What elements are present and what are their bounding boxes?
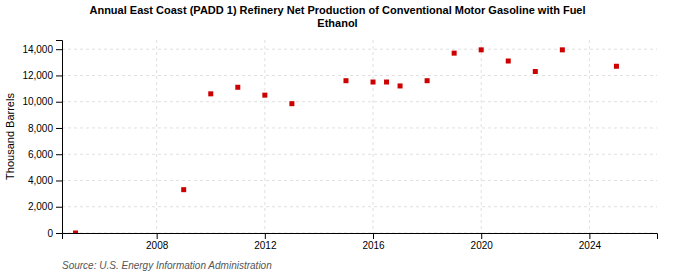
y-tick-label: 4,000: [28, 175, 53, 186]
y-tick-mark: [56, 49, 62, 50]
x-tick-mark: [589, 233, 590, 239]
x-tick: 2012: [254, 233, 277, 251]
x-tick-label: 2012: [254, 240, 277, 251]
y-tick-mark: [56, 128, 62, 129]
y-axis-line: [56, 41, 63, 234]
y-tick-mark: [56, 207, 62, 208]
y-tick-label: 6,000: [28, 149, 53, 160]
y-grid-line: [62, 180, 657, 181]
x-tick: 2016: [362, 233, 385, 251]
y-tick: 4,000: [28, 175, 62, 186]
point: [181, 187, 186, 192]
y-tick-mark: [56, 233, 62, 234]
source: Source: U.S. Energy Information Administ…: [62, 260, 272, 271]
y-tick: 12,000: [22, 70, 62, 81]
y-tick: 6,000: [28, 149, 62, 160]
point: [289, 101, 294, 106]
x-tick: 2008: [146, 233, 169, 251]
x-tick-mark: [265, 233, 266, 239]
x-tick-mark: [373, 233, 374, 239]
x-tick-label: 2024: [579, 240, 602, 251]
point: [533, 69, 538, 74]
point: [343, 78, 348, 83]
y-tick-mark: [56, 75, 62, 76]
plot: 2008 2012 2016 2020 2024 0 2,000 4,000 6,000 8,00…: [22, 40, 657, 251]
y-grid-line: [62, 101, 657, 102]
x-grid-line: [156, 40, 157, 233]
x-tick-mark: [157, 233, 158, 239]
x-tick: 2024: [579, 233, 602, 251]
y-grid-line: [62, 127, 657, 128]
y-grid-line: [62, 75, 657, 76]
y-grid-line: [62, 49, 657, 50]
y-tick-label: 2,000: [28, 201, 53, 212]
y-tick: 0: [47, 228, 62, 239]
y-tick-mark: [56, 180, 62, 181]
x-grid-line: [589, 40, 590, 233]
point: [384, 80, 389, 85]
chart: Annual East Coast (PADD 1) Refinery Net …: [0, 0, 675, 275]
y-axis: 0 2,000 4,000 6,000 8,000 10,000 12,000 14,000: [22, 41, 62, 239]
x-axis-line: [63, 234, 658, 240]
y-tick: 2,000: [28, 201, 62, 212]
y-grid-line: [62, 206, 657, 207]
x-grid-line: [481, 40, 482, 233]
x-tick-mark: [481, 233, 482, 239]
y-tick-label: 8,000: [28, 123, 53, 134]
grid: [62, 40, 657, 233]
title-line: Ethanol: [317, 17, 357, 29]
point: [614, 64, 619, 69]
title: Annual East Coast (PADD 1) Refinery Net …: [89, 4, 585, 29]
x-tick-label: 2008: [146, 240, 169, 251]
y-tick-label: 12,000: [22, 70, 53, 81]
y-tick-label: 14,000: [22, 44, 53, 55]
point: [452, 51, 457, 56]
point: [506, 59, 511, 64]
points: [73, 47, 619, 233]
y-axis-title: Thousand Barrels: [4, 93, 16, 180]
title-line: Annual East Coast (PADD 1) Refinery Net …: [89, 4, 585, 16]
point: [479, 47, 484, 52]
point: [425, 78, 430, 83]
point: [262, 93, 267, 98]
x-axis: 2008 2012 2016 2020 2024: [63, 233, 658, 251]
x-tick: 2020: [471, 233, 494, 251]
y-tick: 14,000: [22, 44, 62, 55]
y-tick: 10,000: [22, 96, 62, 107]
x-grid-line: [264, 40, 265, 233]
x-grid-line: [373, 40, 374, 233]
point: [235, 85, 240, 90]
point: [560, 47, 565, 52]
y-tick-label: 10,000: [22, 96, 53, 107]
y-tick: 8,000: [28, 123, 62, 134]
y-tick-mark: [56, 102, 62, 103]
y-tick-mark: [56, 154, 62, 155]
point: [371, 80, 376, 85]
x-tick-label: 2016: [362, 240, 385, 251]
point: [73, 231, 78, 234]
point: [398, 83, 403, 88]
x-tick-label: 2020: [471, 240, 494, 251]
y-grid-line: [62, 154, 657, 155]
y-tick-label: 0: [47, 228, 53, 239]
point: [208, 91, 213, 96]
